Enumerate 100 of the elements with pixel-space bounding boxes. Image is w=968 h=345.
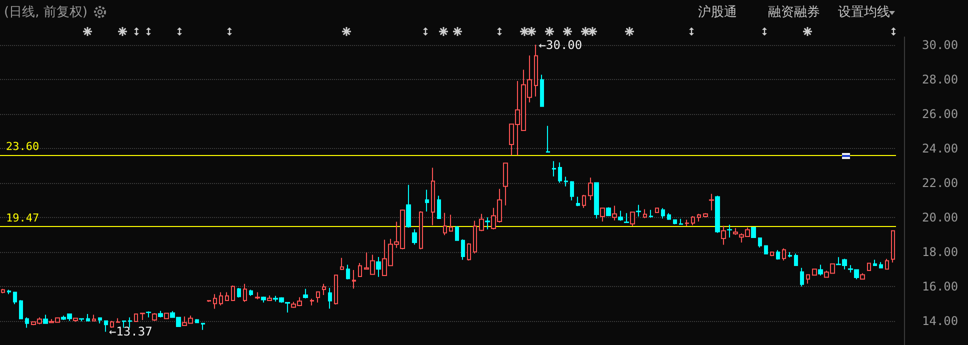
candlestick xyxy=(219,292,223,306)
candlestick xyxy=(237,288,241,298)
candlestick xyxy=(600,207,605,222)
candlestick xyxy=(618,210,623,222)
candlestick xyxy=(346,264,350,280)
candlestick xyxy=(540,74,544,108)
candlestick xyxy=(437,195,441,220)
candlestick xyxy=(340,257,344,270)
candlestick xyxy=(134,313,138,322)
candlestick xyxy=(818,264,823,276)
candlestick xyxy=(255,292,260,300)
candlestick xyxy=(873,259,877,266)
text: 设置均线 xyxy=(838,4,890,21)
candlestick xyxy=(261,296,266,304)
candlestick xyxy=(800,267,804,288)
candlestick xyxy=(697,213,701,222)
candlestick xyxy=(164,312,169,320)
ref-line-label: 23.60 xyxy=(6,140,40,154)
candlestick xyxy=(303,288,308,299)
candlestick xyxy=(419,210,423,250)
candlestick xyxy=(685,219,689,226)
candlestick xyxy=(885,258,889,270)
annotation: ←13.37 xyxy=(108,324,152,339)
candlestick xyxy=(86,313,90,322)
candlestick xyxy=(485,216,490,230)
candlestick xyxy=(479,213,484,232)
candlestick xyxy=(322,283,326,296)
candlestick xyxy=(425,189,429,212)
candlestick xyxy=(691,216,695,226)
y-tick-label: 24.00 xyxy=(922,141,958,156)
candlestick xyxy=(104,320,108,332)
candlestick xyxy=(467,242,471,261)
candlestick xyxy=(328,287,332,310)
y-tick-label: 18.00 xyxy=(922,244,958,259)
annotation: ←30.00 xyxy=(538,38,582,52)
candlestick xyxy=(7,289,11,295)
candlestick xyxy=(636,204,641,217)
candlestick xyxy=(733,228,738,236)
candlestick xyxy=(201,322,205,330)
candlestick xyxy=(449,214,453,232)
candlestick xyxy=(727,224,732,238)
candlestick xyxy=(98,316,102,324)
candlestick xyxy=(406,184,411,228)
candlestick xyxy=(655,207,659,214)
candlestick xyxy=(249,289,253,296)
candlestick xyxy=(624,212,629,224)
y-tick-label: 14.00 xyxy=(922,314,958,328)
candlestick xyxy=(207,300,211,302)
candlestick xyxy=(582,194,586,208)
candlestick xyxy=(751,226,756,238)
candlestick xyxy=(231,284,235,302)
candlestick xyxy=(110,320,114,328)
candlestick xyxy=(13,291,17,305)
candlestick xyxy=(352,269,356,290)
candlestick xyxy=(570,180,574,201)
candlestick xyxy=(358,262,362,278)
candlestick xyxy=(195,318,199,324)
y-tick-label: 28.00 xyxy=(922,72,958,86)
candlestick xyxy=(588,177,593,201)
candlestick xyxy=(534,44,538,98)
y-tick-label: 22.00 xyxy=(922,176,958,190)
candlestick xyxy=(564,176,568,187)
candlestick xyxy=(594,182,599,220)
y-tick-label: 30.00 xyxy=(922,38,958,52)
candlestick xyxy=(794,253,798,266)
candlestick xyxy=(1,288,5,294)
candlestick xyxy=(891,230,895,264)
candlestick xyxy=(140,312,145,320)
candlestick xyxy=(25,316,29,328)
candlestick xyxy=(503,162,508,206)
candlestick xyxy=(649,209,653,218)
candlestick xyxy=(122,320,126,328)
candlestick xyxy=(473,220,477,254)
candlestick xyxy=(316,291,320,304)
candlestick xyxy=(552,160,556,177)
candlestick xyxy=(146,310,151,318)
candlestick xyxy=(703,212,708,218)
text: 融资融券 xyxy=(768,4,820,21)
candlestick xyxy=(243,283,247,302)
candlestick xyxy=(867,262,871,272)
candlestick xyxy=(225,292,229,302)
candlestick xyxy=(860,272,865,280)
candlestick xyxy=(709,193,714,211)
y-tick-label: 16.00 xyxy=(922,279,958,294)
candlestick xyxy=(152,312,157,322)
candlestick xyxy=(455,225,459,242)
ref-line-label: 19.47 xyxy=(6,211,40,224)
candlestick xyxy=(788,252,792,258)
candlestick xyxy=(679,218,683,226)
candlestick xyxy=(116,318,120,324)
candlestick xyxy=(630,212,635,226)
y-tick-label: 20.00 xyxy=(922,210,958,224)
candlestick xyxy=(558,162,562,184)
candlestick xyxy=(606,206,611,216)
candlestick xyxy=(576,196,580,207)
candlestick xyxy=(806,274,810,284)
candlestick xyxy=(73,318,78,322)
candlestick xyxy=(334,274,338,305)
candlestick xyxy=(19,300,23,320)
candlestick xyxy=(128,316,132,328)
